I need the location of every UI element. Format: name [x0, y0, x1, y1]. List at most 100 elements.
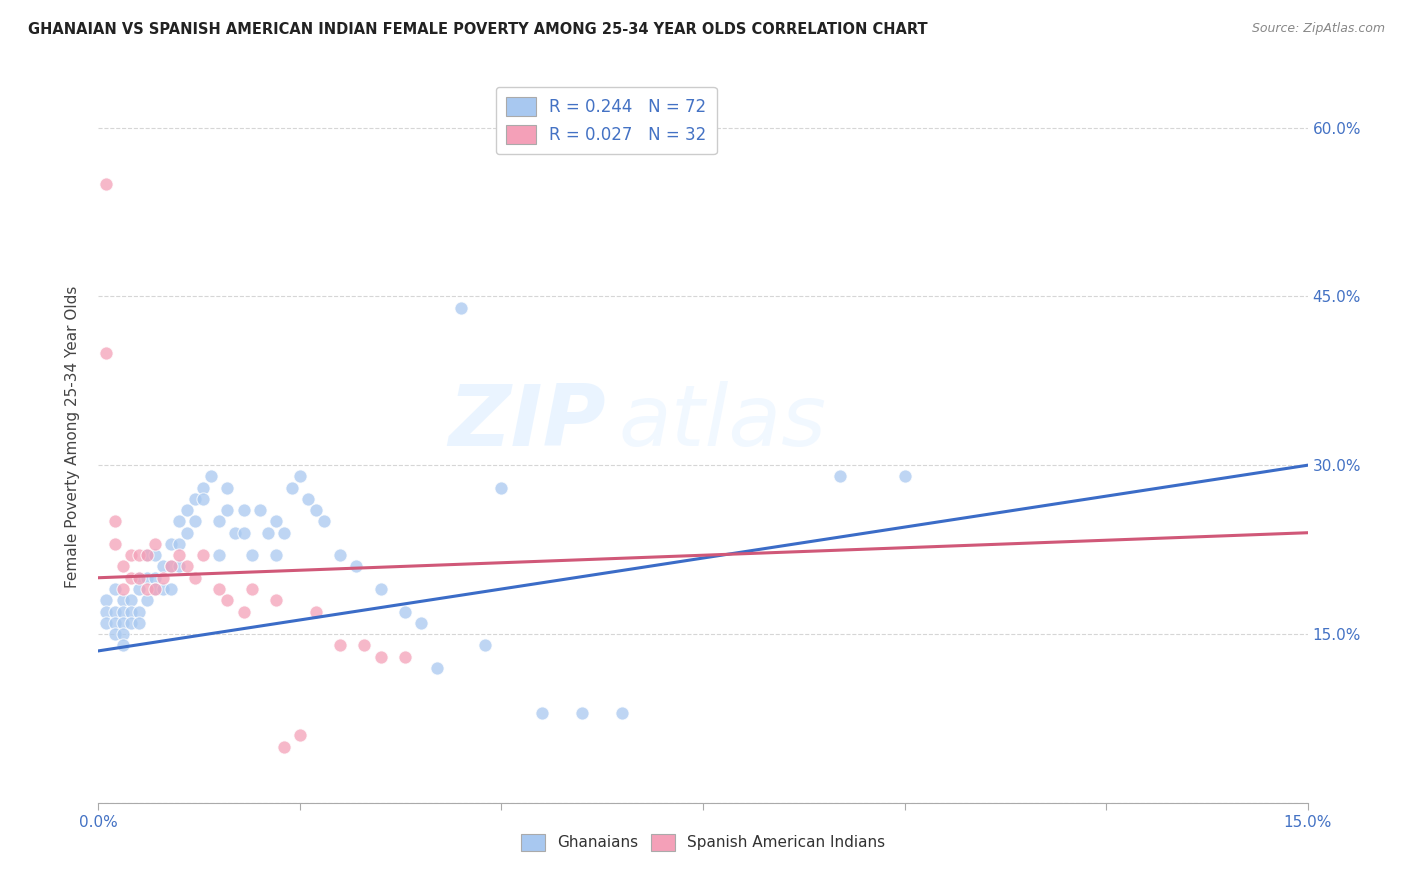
Point [240, 582, 263, 596]
Point [184, 571, 207, 585]
Point [474, 638, 496, 652]
Point [297, 491, 319, 506]
Point [394, 605, 416, 619]
Point [491, 481, 513, 495]
Point [152, 571, 174, 585]
Point [103, 515, 125, 529]
Point [232, 605, 254, 619]
Point [305, 503, 328, 517]
Point [200, 469, 222, 483]
Point [193, 491, 215, 506]
Point [96, 593, 118, 607]
Point [314, 515, 336, 529]
Legend: Ghanaians, Spanish American Indians: Ghanaians, Spanish American Indians [515, 828, 891, 857]
Point [128, 615, 150, 630]
Point [152, 559, 174, 574]
Point [264, 515, 287, 529]
Point [135, 548, 157, 562]
Point [96, 605, 118, 619]
Point [426, 661, 449, 675]
Point [208, 548, 231, 562]
Point [176, 503, 198, 517]
Point [344, 559, 367, 574]
Point [120, 605, 142, 619]
Point [828, 469, 851, 483]
Point [135, 571, 157, 585]
Point [128, 605, 150, 619]
Point [135, 582, 157, 596]
Point [167, 548, 190, 562]
Point [103, 615, 125, 630]
Point [111, 559, 134, 574]
Point [128, 548, 150, 562]
Y-axis label: Female Poverty Among 25-34 Year Olds: Female Poverty Among 25-34 Year Olds [65, 286, 80, 588]
Point [167, 559, 190, 574]
Point [281, 481, 304, 495]
Point [193, 481, 215, 495]
Point [264, 593, 287, 607]
Point [96, 615, 118, 630]
Point [232, 525, 254, 540]
Point [217, 481, 239, 495]
Point [160, 559, 183, 574]
Point [176, 525, 198, 540]
Point [264, 548, 287, 562]
Point [273, 525, 295, 540]
Point [160, 559, 183, 574]
Point [208, 515, 231, 529]
Point [224, 525, 246, 540]
Point [103, 605, 125, 619]
Point [193, 548, 215, 562]
Point [184, 515, 207, 529]
Point [394, 649, 416, 664]
Point [273, 739, 295, 754]
Point [143, 582, 166, 596]
Point [208, 582, 231, 596]
Point [893, 469, 915, 483]
Point [143, 582, 166, 596]
Point [305, 605, 328, 619]
Point [167, 515, 190, 529]
Point [160, 537, 183, 551]
Point [176, 559, 198, 574]
Point [96, 345, 118, 359]
Point [120, 593, 142, 607]
Point [184, 491, 207, 506]
Text: ZIP: ZIP [449, 381, 606, 464]
Point [329, 548, 352, 562]
Point [217, 503, 239, 517]
Point [167, 537, 190, 551]
Point [120, 548, 142, 562]
Point [450, 301, 472, 315]
Point [249, 503, 271, 517]
Point [96, 177, 118, 191]
Point [111, 638, 134, 652]
Point [530, 706, 553, 720]
Point [232, 503, 254, 517]
Point [571, 706, 593, 720]
Point [111, 615, 134, 630]
Point [135, 593, 157, 607]
Point [612, 706, 634, 720]
Point [329, 638, 352, 652]
Point [353, 638, 375, 652]
Point [409, 615, 432, 630]
Point [128, 582, 150, 596]
Point [111, 605, 134, 619]
Point [152, 582, 174, 596]
Point [256, 525, 278, 540]
Point [135, 548, 157, 562]
Point [103, 582, 125, 596]
Point [240, 548, 263, 562]
Point [111, 582, 134, 596]
Point [103, 537, 125, 551]
Point [217, 593, 239, 607]
Point [128, 571, 150, 585]
Point [143, 537, 166, 551]
Point [288, 728, 311, 742]
Point [111, 593, 134, 607]
Text: Source: ZipAtlas.com: Source: ZipAtlas.com [1251, 22, 1385, 36]
Point [120, 571, 142, 585]
Point [143, 571, 166, 585]
Point [370, 582, 392, 596]
